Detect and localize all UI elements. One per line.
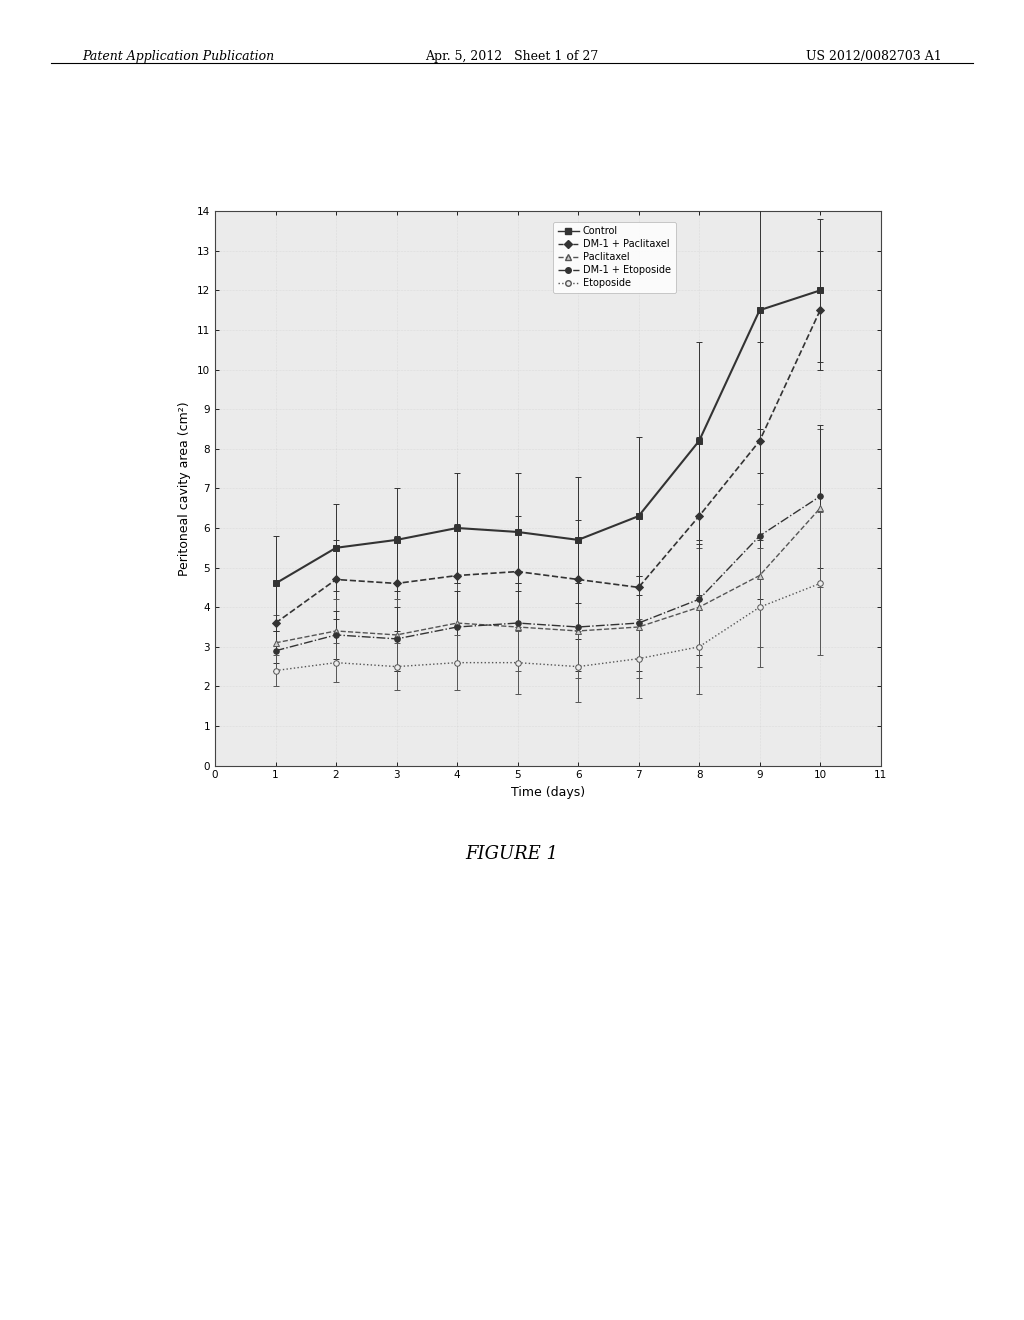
Text: Apr. 5, 2012   Sheet 1 of 27: Apr. 5, 2012 Sheet 1 of 27 [425, 50, 599, 63]
Text: Patent Application Publication: Patent Application Publication [82, 50, 274, 63]
Text: FIGURE 1: FIGURE 1 [466, 845, 558, 863]
Y-axis label: Peritoneal cavity area (cm²): Peritoneal cavity area (cm²) [178, 401, 191, 576]
Legend: Control, DM-1 + Paclitaxel, Paclitaxel, DM-1 + Etoposide, Etoposide: Control, DM-1 + Paclitaxel, Paclitaxel, … [553, 222, 676, 293]
X-axis label: Time (days): Time (days) [511, 785, 585, 799]
Text: US 2012/0082703 A1: US 2012/0082703 A1 [806, 50, 942, 63]
